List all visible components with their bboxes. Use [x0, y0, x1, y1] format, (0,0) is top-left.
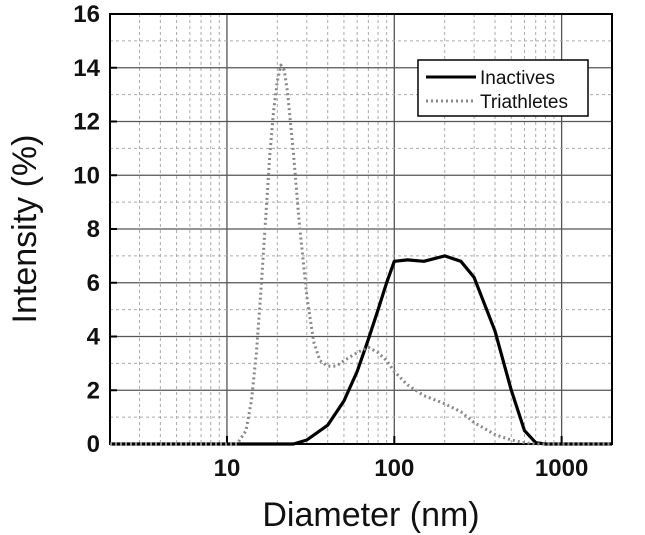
series-line-inactives — [110, 254, 612, 446]
y-tick-label: 10 — [73, 162, 100, 189]
legend-label: Triathletes — [480, 92, 568, 113]
legend: Inactives Triathletes — [417, 59, 589, 117]
legend-label: Inactives — [480, 68, 555, 89]
y-tick-label: 14 — [73, 55, 100, 82]
y-axis-title: Intensity (%) — [6, 135, 44, 324]
y-tick-label: 4 — [87, 324, 101, 351]
y-tick-label: 8 — [87, 216, 100, 243]
legend-box — [417, 59, 589, 117]
series-layer — [110, 63, 612, 446]
x-tick-label: 10 — [214, 455, 241, 482]
y-tick-label: 12 — [73, 109, 100, 136]
x-tick-label: 100 — [374, 455, 414, 482]
y-tick-label: 0 — [87, 431, 100, 458]
x-tick-label: 1000 — [535, 455, 588, 482]
y-tick-label: 6 — [87, 270, 100, 297]
y-tick-label: 16 — [73, 1, 100, 28]
axis-ticks: 0 2 4 6 8 10 12 14 16 10 100 1000 — [73, 1, 588, 482]
x-axis-title: Diameter (nm) — [262, 496, 479, 534]
y-tick-label: 2 — [87, 377, 100, 404]
